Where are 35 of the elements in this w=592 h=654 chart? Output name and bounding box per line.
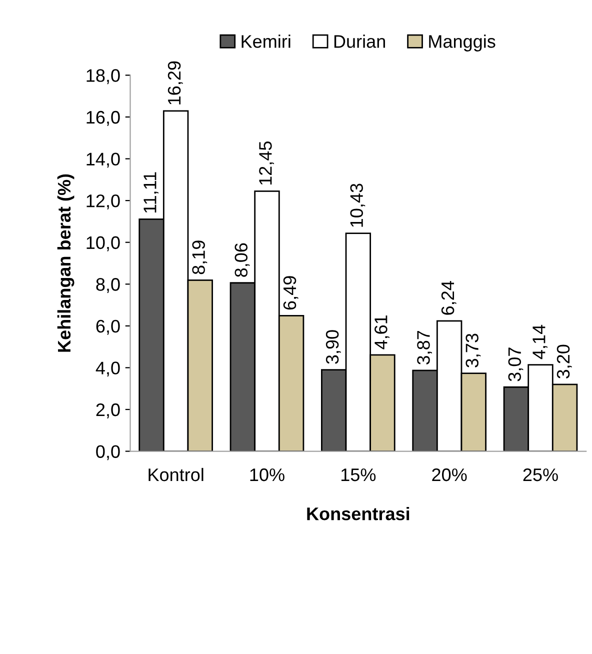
x-tick-label: 15% [341, 468, 376, 482]
data-label: 3,90 [326, 330, 341, 364]
data-label: 6,24 [441, 281, 456, 315]
y-tick-label: 12,0 [86, 194, 120, 210]
y-tick-label: 4,0 [96, 362, 120, 377]
data-label: 16,29 [168, 61, 183, 104]
legend-label: Kemiri [242, 34, 290, 48]
data-label: 8,19 [192, 240, 208, 274]
y-tick-label: 14,0 [86, 152, 120, 168]
data-label: 11,11 [144, 172, 158, 213]
y-tick-label: 6,0 [96, 320, 120, 335]
legend-label: Manggis [429, 34, 496, 52]
data-label: 4,61 [374, 315, 390, 350]
x-axis-title: Konsentrasi [307, 506, 410, 520]
y-tick-label: 0,0 [96, 445, 120, 460]
data-label: 8,06 [234, 243, 250, 277]
data-label: 6,49 [283, 276, 298, 310]
x-tick-label: 20% [432, 468, 467, 482]
y-tick-label: 16,0 [86, 110, 120, 126]
y-tick-label: 10,0 [86, 236, 120, 252]
data-label: 3,20 [556, 344, 572, 378]
data-label: 12,45 [259, 142, 274, 185]
x-tick-label: 25% [523, 468, 558, 482]
x-tick-label: 10% [250, 468, 284, 482]
y-tick-label: 8,0 [96, 278, 120, 293]
y-tick-label: 18,0 [86, 69, 120, 84]
y-tick-label: 2,0 [96, 403, 120, 418]
data-label: 3,07 [508, 348, 524, 382]
data-label: 3,73 [466, 334, 481, 368]
y-axis-title: Kehilangan berat (%) [57, 174, 74, 352]
legend-label: Durian [334, 34, 385, 48]
data-label: 3,87 [417, 330, 432, 364]
data-label: 4,14 [532, 324, 548, 360]
data-label: 10,43 [350, 184, 366, 227]
x-tick-label: Kontrol [148, 468, 204, 482]
